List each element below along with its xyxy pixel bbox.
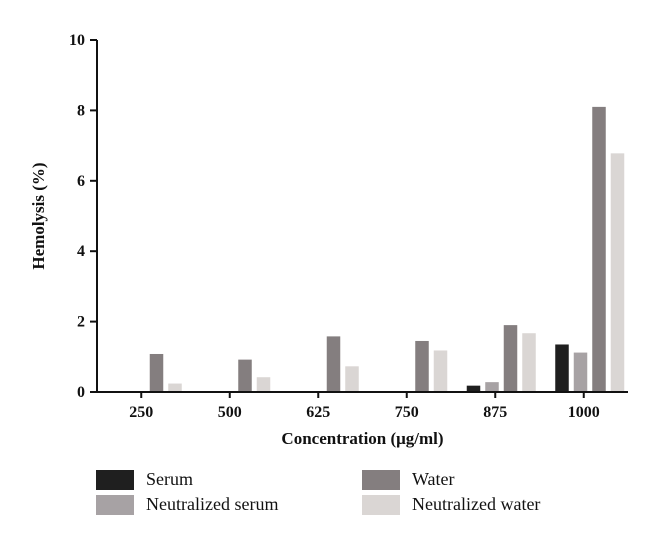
y-tick-label: 10 [69,32,85,49]
bar-neutralized-water-1000 [610,153,625,392]
y-tick-label: 2 [77,314,85,331]
x-tick-label: 875 [483,404,507,421]
y-axis-title: Hemolysis (%) [29,162,48,269]
bar-water-750 [415,340,429,392]
bars-group [149,106,625,392]
bar-neutralized-water-250 [168,383,182,392]
y-tick-label: 4 [77,243,85,260]
bar-water-625 [326,336,341,392]
y-ticks-group: 0 2 4 6 8 10 [69,32,97,401]
x-ticks-group: 250 500 625 750 875 1000 [129,392,600,421]
bar-neutralized-water-750 [433,350,448,392]
bar-serum-875 [466,385,481,392]
y-tick-label: 8 [77,102,85,119]
bar-serum-1000 [555,344,569,392]
x-axis-title: Concentration (μg/ml) [281,429,443,448]
bar-neutralized-water-625 [345,366,359,392]
x-tick-label: 625 [306,404,330,421]
bar-water-250 [149,353,164,392]
x-tick-label: 1000 [568,404,600,421]
bar-neutralized-water-500 [256,377,271,392]
x-tick-label: 250 [129,404,153,421]
bar-water-875 [503,325,518,392]
x-tick-label: 750 [395,404,419,421]
x-tick-label: 500 [218,404,242,421]
bar-neutralized-water-875 [522,333,536,392]
bar-water-1000 [592,106,606,392]
bar-water-500 [238,359,252,392]
bar-neutralized-serum-875 [485,382,499,392]
y-tick-label: 0 [77,384,85,401]
bar-neutralized-serum-1000 [573,352,588,392]
y-tick-label: 6 [77,173,85,190]
